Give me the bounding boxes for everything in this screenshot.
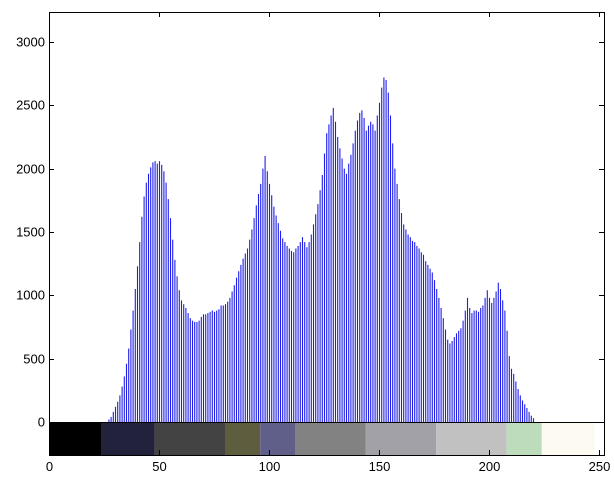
y-tick-label: 1500: [16, 225, 45, 240]
colormap-segment: [225, 422, 261, 455]
colormap-segment: [260, 422, 296, 455]
x-tick-label: 250: [589, 459, 611, 474]
colormap-segment: [594, 422, 604, 455]
y-tick-label: 3000: [16, 35, 45, 50]
x-tick-label: 0: [46, 459, 53, 474]
colormap-segment: [365, 422, 437, 455]
colormap-segment: [50, 422, 102, 455]
x-tick-labels: 0 50 100 150 200 250: [46, 459, 610, 474]
y-tick-label: 0: [38, 415, 45, 430]
y-tick-label: 500: [23, 352, 45, 367]
y-tick-label: 2500: [16, 98, 45, 113]
colormap-segment: [436, 422, 507, 455]
y-tick-label: 2000: [16, 162, 45, 177]
x-tick-label: 50: [152, 459, 166, 474]
colormap-segment: [295, 422, 366, 455]
y-tick-label: 1000: [16, 288, 45, 303]
colormap-strip: [49, 422, 604, 455]
x-tick-label: 150: [369, 459, 391, 474]
x-tick-label: 200: [479, 459, 501, 474]
histogram-bars: [108, 77, 535, 422]
x-tick-label: 100: [259, 459, 281, 474]
colormap-segment: [541, 422, 595, 455]
colormap-segment: [154, 422, 225, 455]
colormap-segment: [101, 422, 155, 455]
axes-frame: [49, 12, 605, 456]
y-tick-labels: 0 500 1000 1500 2000 2500 3000: [16, 35, 45, 430]
colormap-segment: [506, 422, 542, 455]
